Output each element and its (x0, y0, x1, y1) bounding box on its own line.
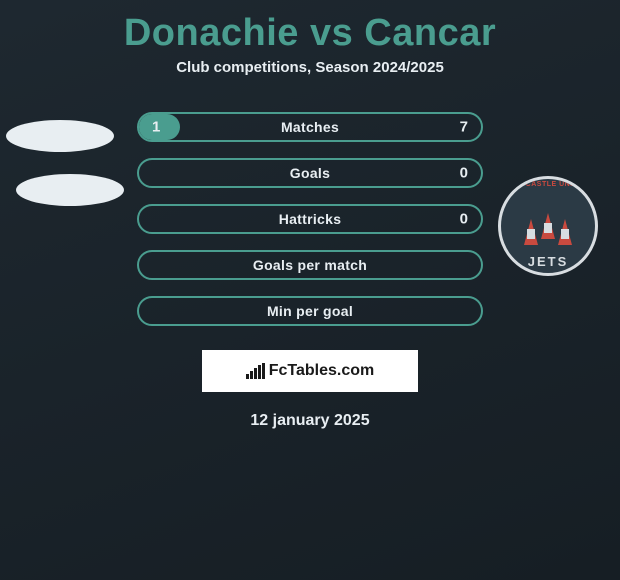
stat-pill: Min per goal (137, 296, 483, 326)
stat-row-min-per-goal: Min per goal (0, 288, 620, 334)
page-title: Donachie vs Cancar (0, 0, 620, 55)
stat-row-matches: 1 Matches 7 (0, 104, 620, 150)
stat-label: Hattricks (279, 211, 342, 227)
stat-row-hattricks: Hattricks 0 (0, 196, 620, 242)
stat-row-goals-per-match: Goals per match (0, 242, 620, 288)
date-text: 12 january 2025 (0, 412, 620, 430)
stat-label: Matches (281, 119, 339, 135)
stat-label: Min per goal (267, 303, 353, 319)
brand-text: FcTables.com (269, 362, 375, 380)
bar-chart-icon (246, 363, 265, 379)
brand-box: FcTables.com (202, 350, 418, 392)
stat-right-value: 0 (460, 211, 468, 228)
stat-label: Goals per match (253, 257, 367, 273)
stat-right-value: 7 (460, 119, 468, 136)
stat-right-value: 0 (460, 165, 468, 182)
stat-label: Goals (290, 165, 330, 181)
stat-pill: Goals per match (137, 250, 483, 280)
stat-left-value: 1 (152, 119, 160, 136)
stat-pill: Hattricks (137, 204, 483, 234)
page-subtitle: Club competitions, Season 2024/2025 (0, 59, 620, 76)
stat-row-goals: Goals 0 (0, 150, 620, 196)
stat-pill: Goals (137, 158, 483, 188)
stat-pill: Matches (137, 112, 483, 142)
stats-container: 1 Matches 7 Goals 0 Hattricks 0 Goals pe… (0, 104, 620, 334)
